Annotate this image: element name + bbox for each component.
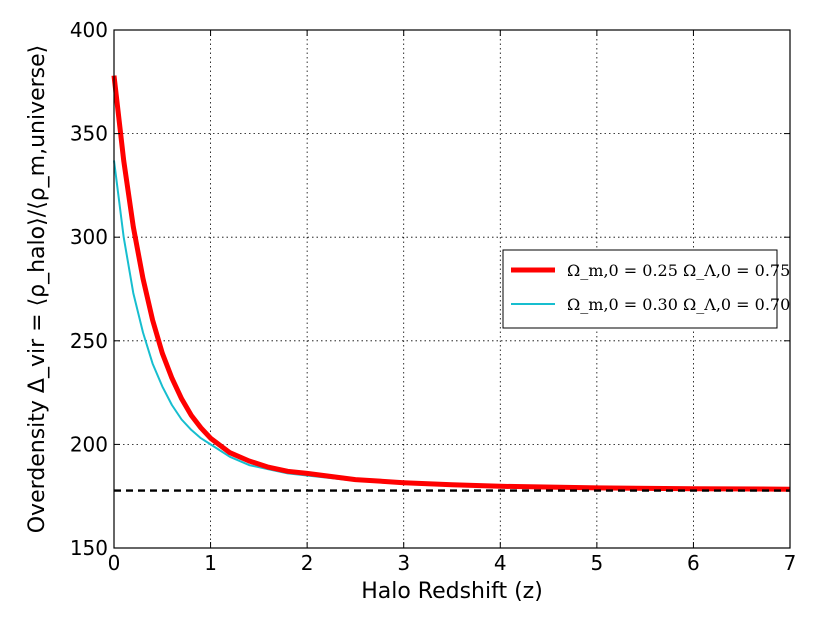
y-tick-label: 350 (70, 122, 108, 146)
y-tick-label: 200 (70, 432, 108, 456)
x-axis-label: Halo Redshift (z) (361, 579, 543, 604)
x-tick-label: 0 (108, 551, 121, 575)
legend-label-1: Ω_m,0 = 0.30 Ω_Λ,0 = 0.70 (567, 295, 790, 314)
y-tick-label: 300 (70, 225, 108, 249)
ticks (113, 29, 791, 549)
y-tick-label: 400 (70, 18, 108, 42)
x-tick-label: 2 (301, 551, 314, 575)
x-tick-label: 7 (784, 551, 797, 575)
x-tick-label: 1 (204, 551, 217, 575)
y-tick-label: 250 (70, 329, 108, 353)
y-tick-label: 150 (70, 536, 108, 560)
legend-box (502, 249, 778, 329)
plot-frame (113, 29, 791, 549)
x-tick-label: 3 (397, 551, 410, 575)
series-layer (111, 75, 791, 492)
y-axis-label: Overdensity Δ_vir = ⟨ρ_halo⟩/⟨ρ_m,univer… (25, 45, 50, 534)
legend: Ω_m,0 = 0.25 Ω_Λ,0 = 0.75 Ω_m,0 = 0.30 Ω… (502, 249, 790, 329)
legend-label-0: Ω_m,0 = 0.25 Ω_Λ,0 = 0.75 (567, 261, 790, 280)
series-line-0 (111, 75, 791, 492)
x-tick-label: 4 (494, 551, 507, 575)
grid (114, 30, 790, 548)
tick-labels: 0 1 2 3 4 5 6 7 150 200 250 300 350 400 (70, 18, 797, 575)
x-tick-label: 6 (687, 551, 700, 575)
x-tick-label: 5 (590, 551, 603, 575)
